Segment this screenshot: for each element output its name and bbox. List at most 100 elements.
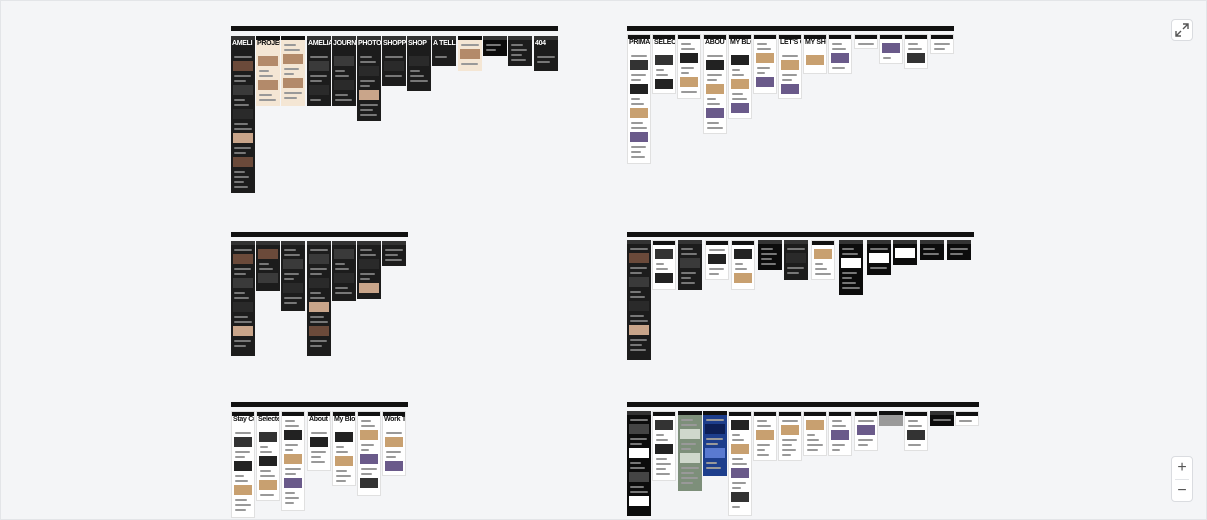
- artboard-frame[interactable]: SELECTED WORK: [652, 34, 676, 94]
- artboard-frame[interactable]: [728, 411, 752, 516]
- artboard-frame[interactable]: [281, 411, 305, 511]
- artboard-frame[interactable]: [281, 36, 305, 106]
- artboard-frame[interactable]: PROJECT: [256, 36, 280, 106]
- text-placeholder: [870, 248, 888, 250]
- image-placeholder: [731, 55, 749, 65]
- artboard-frame[interactable]: PRIMARY: [627, 34, 651, 164]
- frame-nav-bar: [804, 35, 826, 39]
- artboard-frame[interactable]: MY SHOP: [803, 34, 827, 74]
- image-placeholder: [258, 80, 278, 90]
- frame-nav-bar: [281, 241, 305, 245]
- artboard-frame[interactable]: [930, 411, 954, 426]
- artboard-frame[interactable]: [357, 411, 381, 496]
- artboard-frame[interactable]: [332, 241, 356, 301]
- artboard-frame[interactable]: [753, 411, 777, 461]
- artboard-frame[interactable]: JOURNEY: [332, 36, 356, 106]
- text-placeholder: [933, 419, 951, 421]
- artboard-group-1[interactable]: AMELIPROJECTAMELIA GREENJOURNEYPHOTOSSHO…: [231, 26, 558, 196]
- artboard-frame[interactable]: [231, 241, 255, 356]
- image-placeholder: [781, 425, 799, 435]
- artboard-frame[interactable]: [828, 34, 852, 74]
- artboard-frame[interactable]: SHOP: [407, 36, 431, 91]
- artboard-frame[interactable]: [678, 411, 702, 491]
- artboard-frame[interactable]: My Blog: [332, 411, 356, 486]
- text-placeholder: [630, 291, 641, 293]
- artboard-frame[interactable]: [705, 240, 729, 280]
- artboard-frame[interactable]: [357, 241, 381, 299]
- artboard-frame[interactable]: [854, 34, 878, 49]
- artboard-frame[interactable]: Selected Work: [256, 411, 280, 501]
- artboard-frame[interactable]: AMELIA GREEN: [307, 36, 331, 106]
- artboard-frame[interactable]: [731, 240, 755, 290]
- artboard-frame[interactable]: [677, 34, 701, 99]
- artboard-frame[interactable]: [879, 411, 903, 426]
- artboard-frame[interactable]: About Me: [307, 411, 331, 471]
- artboard-frame[interactable]: [483, 36, 507, 56]
- artboard-frame[interactable]: [811, 240, 835, 280]
- artboard-frame[interactable]: [784, 240, 808, 280]
- text-placeholder: [934, 48, 945, 50]
- fullscreen-button[interactable]: [1171, 19, 1193, 41]
- artboard-frame[interactable]: [753, 34, 777, 94]
- artboard-group-3[interactable]: [231, 232, 408, 357]
- artboard-frame[interactable]: [828, 411, 852, 456]
- artboard-frame[interactable]: [758, 240, 782, 270]
- artboard-frame[interactable]: AMELI: [231, 36, 255, 193]
- image-placeholder: [309, 61, 329, 71]
- artboard-frame[interactable]: [627, 411, 651, 516]
- artboard-frame[interactable]: [778, 411, 802, 461]
- artboard-frame[interactable]: [904, 34, 928, 69]
- artboard-frame[interactable]: Work Together: [382, 411, 406, 476]
- artboard-frame[interactable]: A TELL: [432, 36, 456, 66]
- image-placeholder: [630, 84, 648, 94]
- image-placeholder: [731, 444, 749, 454]
- artboard-frame[interactable]: [256, 241, 280, 291]
- frame-nav-bar: [704, 35, 726, 39]
- text-placeholder: [934, 43, 950, 45]
- text-placeholder: [630, 339, 647, 341]
- artboard-frame[interactable]: [627, 240, 651, 360]
- text-placeholder: [870, 267, 887, 269]
- artboard-frame[interactable]: ABOUT ME: [703, 34, 727, 134]
- artboard-frame[interactable]: [652, 411, 676, 481]
- artboard-frame[interactable]: [508, 36, 532, 66]
- artboard-frame[interactable]: [930, 34, 954, 54]
- image-placeholder: [786, 253, 806, 263]
- artboard-frame[interactable]: [955, 411, 979, 426]
- artboard-frame[interactable]: [879, 34, 903, 64]
- artboard-frame[interactable]: [281, 241, 305, 311]
- artboard-frame[interactable]: [904, 411, 928, 451]
- frame-title: MY SHOP: [805, 39, 826, 46]
- artboard-frame[interactable]: Stay Curious: [231, 411, 255, 518]
- artboard-group-6[interactable]: [627, 402, 979, 518]
- artboard-frame[interactable]: LET'S CHAT: [778, 34, 802, 99]
- frame-nav-bar: [678, 240, 702, 244]
- artboard-frame[interactable]: [458, 36, 482, 71]
- artboard-frame[interactable]: [920, 240, 944, 260]
- artboard-frame[interactable]: [678, 240, 702, 290]
- artboard-frame[interactable]: [803, 411, 827, 456]
- artboard-frame[interactable]: [893, 240, 917, 265]
- artboard-group-2[interactable]: PRIMARYSELECTED WORK ABOUT MEMY BLOG LET'S…: [627, 26, 954, 166]
- artboard-frame[interactable]: [307, 241, 331, 356]
- artboard-frame[interactable]: [867, 240, 891, 275]
- artboard-frame[interactable]: MY BLOG: [728, 34, 752, 119]
- artboard-frame[interactable]: 404: [534, 36, 558, 71]
- text-placeholder: [259, 75, 273, 77]
- artboard-frame[interactable]: [839, 240, 863, 295]
- zoom-in-button[interactable]: +: [1172, 457, 1192, 479]
- zoom-out-button[interactable]: −: [1172, 480, 1192, 502]
- artboard-group-4[interactable]: [627, 232, 974, 362]
- text-placeholder: [234, 152, 246, 154]
- artboard-frame[interactable]: [652, 240, 676, 290]
- artboard-frame[interactable]: SHOPPIN: [382, 36, 406, 86]
- artboard-frame[interactable]: [947, 240, 971, 260]
- artboard-frame[interactable]: [382, 241, 406, 266]
- artboard-group-5[interactable]: Stay Curious Selected Work About Me My Blog…: [231, 402, 408, 518]
- image-placeholder: [310, 437, 328, 447]
- artboard-frame[interactable]: [703, 411, 727, 476]
- image-placeholder: [680, 429, 700, 439]
- artboard-frame[interactable]: [854, 411, 878, 451]
